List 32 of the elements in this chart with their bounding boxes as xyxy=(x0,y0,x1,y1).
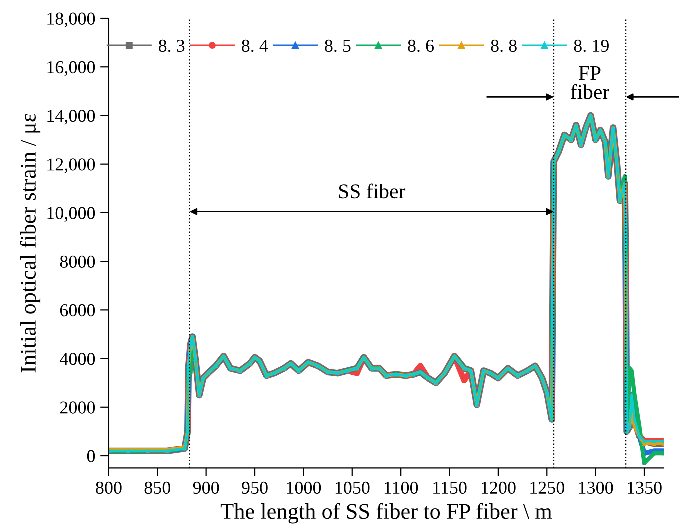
y-tick-label: 12,000 xyxy=(48,158,96,174)
x-tick-label: 900 xyxy=(193,482,220,494)
legend-label: 8. 3 xyxy=(158,40,185,52)
legend-label: 8. 6 xyxy=(408,40,434,52)
y-tick-label: 6000 xyxy=(60,304,96,317)
x-tick-label: 950 xyxy=(242,482,268,494)
annotation: SS fiber xyxy=(339,184,406,199)
legend-label: 8. 4 xyxy=(242,40,268,52)
x-tick-label: 800 xyxy=(96,482,122,494)
x-tick-label: 1000 xyxy=(287,482,322,494)
y-tick-label: 14,000 xyxy=(48,110,96,125)
legend-label: 8. 19 xyxy=(574,40,609,52)
x-tick-label: 1150 xyxy=(434,482,467,494)
x-tick-label: 1050 xyxy=(336,482,370,494)
y-tick-label: 0 xyxy=(87,450,96,462)
x-tick-label: 1200 xyxy=(482,482,516,494)
y-tick-label: 4000 xyxy=(60,353,96,366)
x-tick-label: 1100 xyxy=(384,482,418,494)
y-axis-title: Initial optical fiber strain / με xyxy=(20,114,41,373)
y-tick-label: 8000 xyxy=(60,256,96,268)
y-tick-label: 16,000 xyxy=(48,61,96,76)
legend-label: 8. 5 xyxy=(325,40,351,52)
y-tick-label: 2000 xyxy=(60,402,96,414)
y-tick-label: 18,000 xyxy=(48,12,96,28)
y-tick-label: 10,000 xyxy=(48,207,96,222)
annotation: FP fiber xyxy=(570,66,610,100)
x-axis-title: The length of SS fiber to FP fiber \ m xyxy=(220,503,552,524)
x-tick-label: 1350 xyxy=(628,482,662,494)
x-tick-label: 1250 xyxy=(530,482,564,494)
x-tick-label: 850 xyxy=(144,482,170,494)
x-tick-label: 1300 xyxy=(579,482,614,494)
legend-label: 8. 8 xyxy=(491,40,517,52)
